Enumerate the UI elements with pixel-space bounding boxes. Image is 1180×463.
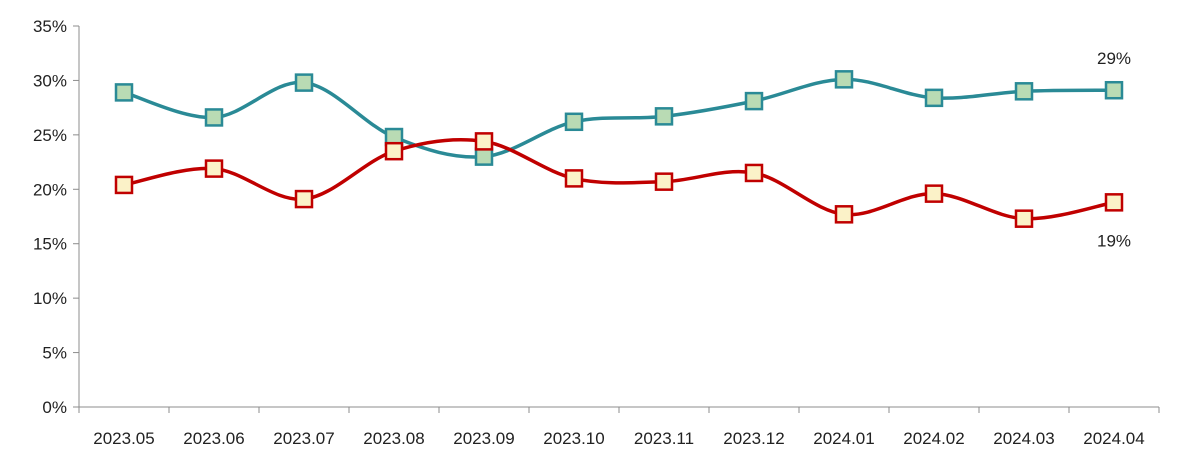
- series-1-point: [1014, 209, 1034, 228]
- y-tick-label: 10%: [33, 289, 67, 308]
- x-tick-label: 2024.02: [903, 429, 964, 448]
- series-0-point: [1014, 82, 1034, 101]
- series-1-end-label: 19%: [1097, 231, 1131, 250]
- series-0-point: [924, 88, 944, 108]
- series-1-point: [474, 132, 494, 151]
- series-0-line: [122, 77, 1116, 159]
- series-0-point: [474, 147, 494, 166]
- series-0-point: [654, 107, 674, 126]
- y-tick-label: 15%: [33, 235, 67, 254]
- series-1-point: [744, 163, 764, 183]
- series-1-point: [654, 172, 674, 191]
- x-tick-label: 2023.07: [273, 429, 334, 448]
- y-tick-label: 25%: [33, 126, 67, 145]
- series-1-point: [1104, 193, 1124, 212]
- series-0-point: [114, 83, 134, 102]
- series-0-point: [744, 91, 764, 111]
- y-tick-label: 35%: [33, 17, 67, 36]
- y-tick-label: 20%: [33, 180, 67, 199]
- x-tick-label: 2023.06: [183, 429, 244, 448]
- series-0-point: [834, 70, 854, 89]
- series-1-point: [924, 184, 944, 203]
- series-0-end-label: 29%: [1097, 49, 1131, 68]
- x-tick-label: 2024.03: [993, 429, 1054, 448]
- series-1-point: [564, 169, 584, 188]
- y-tick-label: 5%: [42, 344, 67, 363]
- y-tick-label: 0%: [42, 398, 67, 417]
- series-1-point: [834, 205, 854, 224]
- series-1-line: [122, 137, 1116, 221]
- series-0-point: [204, 108, 224, 127]
- series-1-point: [114, 175, 134, 195]
- x-tick-label: 2023.05: [93, 429, 154, 448]
- x-tick-label: 2023.10: [543, 429, 604, 448]
- series-layer: [114, 70, 1124, 228]
- series-1-point: [294, 189, 314, 209]
- series-1-point: [384, 141, 404, 161]
- series-1-point: [204, 159, 224, 178]
- series-0-point: [1104, 80, 1124, 100]
- x-tick-label: 2023.12: [723, 429, 784, 448]
- axes: 0% 5% 10% 15% 20% 25% 30% 35% 2023.05 2023.06 2023…: [33, 17, 1160, 448]
- labels-layer: 29% 19%: [1097, 49, 1131, 250]
- x-tick-label: 2024.01: [813, 429, 874, 448]
- series-0-point: [294, 73, 314, 92]
- x-tick-label: 2023.09: [453, 429, 514, 448]
- x-tick-label: 2023.11: [634, 429, 694, 448]
- y-tick-label: 30%: [33, 71, 67, 90]
- x-tick-label: 2024.04: [1083, 429, 1144, 448]
- series-0-point: [564, 112, 584, 132]
- x-tick-label: 2023.08: [363, 429, 424, 448]
